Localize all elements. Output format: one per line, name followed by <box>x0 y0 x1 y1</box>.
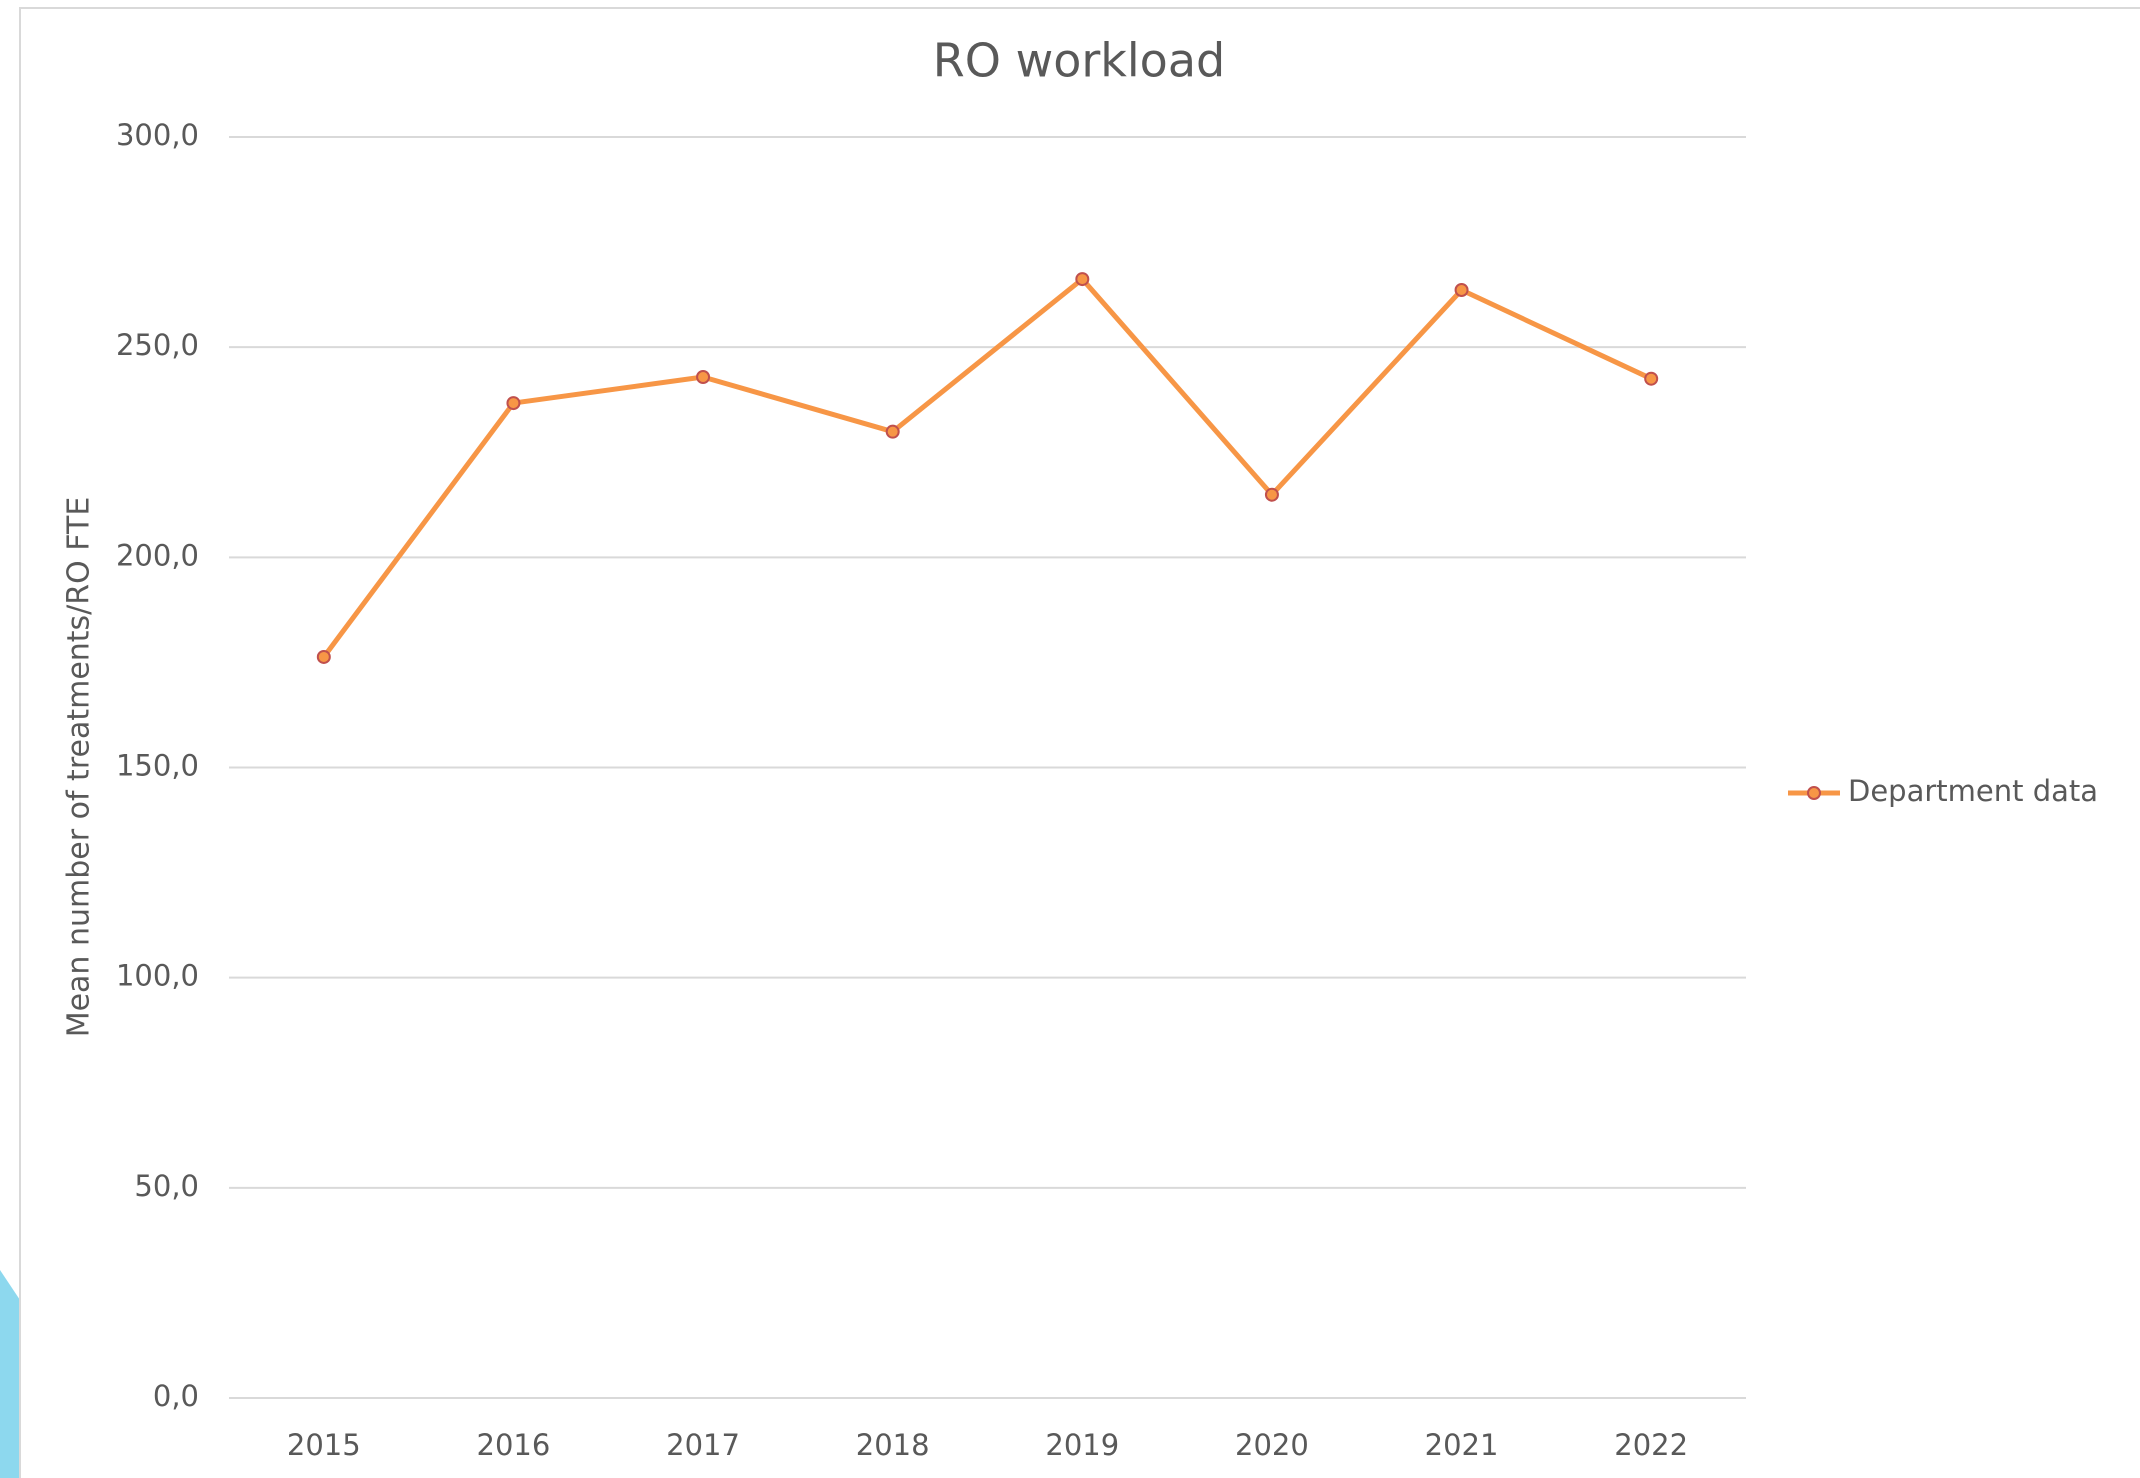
y-tick-label: 300,0 <box>116 118 199 152</box>
data-point <box>316 649 331 664</box>
x-tick-label: 2018 <box>856 1428 930 1462</box>
data-point <box>1075 272 1090 287</box>
y-axis-label: Mean number of treatments/RO FTE <box>62 497 97 1038</box>
data-point <box>696 370 711 385</box>
x-tick-label: 2016 <box>477 1428 551 1462</box>
x-tick-label: 2020 <box>1235 1428 1309 1462</box>
y-tick-label: 200,0 <box>116 538 199 572</box>
data-point <box>506 396 521 411</box>
x-tick-label: 2022 <box>1614 1428 1688 1462</box>
y-tick-label: 150,0 <box>116 749 199 783</box>
x-tick-label: 2017 <box>666 1428 740 1462</box>
chart-title: RO workload <box>933 34 1225 88</box>
y-tick-label: 250,0 <box>116 328 199 362</box>
legend-label: Department data <box>1848 774 2098 808</box>
x-tick-label: 2015 <box>287 1428 361 1462</box>
chart-frame <box>19 7 2140 1478</box>
series-line <box>321 276 1653 659</box>
y-tick-label: 0,0 <box>153 1379 199 1413</box>
data-point <box>1454 283 1469 298</box>
x-tick-label: 2019 <box>1045 1428 1119 1462</box>
y-tick-label: 100,0 <box>116 959 199 993</box>
data-point <box>885 424 900 439</box>
legend-marker <box>1807 786 1821 800</box>
data-point <box>1264 487 1279 502</box>
data-point <box>1644 371 1659 386</box>
x-tick-label: 2021 <box>1425 1428 1499 1462</box>
y-tick-label: 50,0 <box>134 1169 199 1203</box>
